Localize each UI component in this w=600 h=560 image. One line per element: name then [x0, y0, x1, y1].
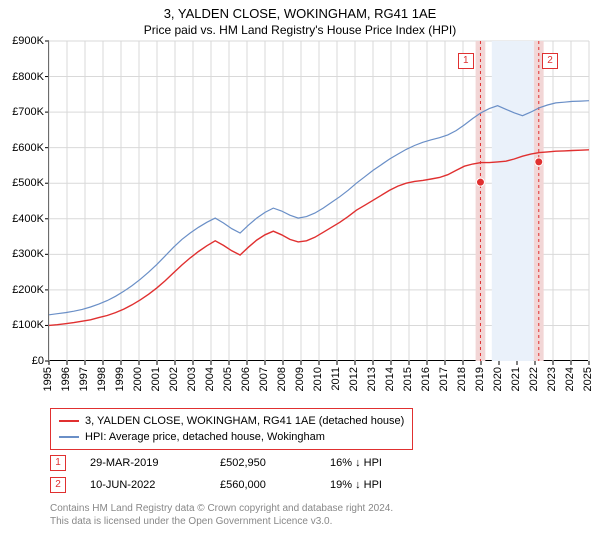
x-tick-label: 2011: [330, 367, 342, 391]
sale-pct: 19% ↓ HPI: [330, 479, 440, 491]
y-tick-label: £0: [32, 355, 44, 367]
table-row: 1 29-MAR-2019 £502,950 16% ↓ HPI: [50, 452, 440, 474]
sale-date: 10-JUN-2022: [90, 479, 220, 491]
sale-price: £560,000: [220, 479, 330, 491]
x-tick-label: 2010: [312, 367, 324, 391]
x-tick-label: 2012: [348, 367, 360, 391]
x-tick-label: 1999: [114, 367, 126, 391]
x-tick-label: 2004: [204, 367, 216, 391]
x-tick-label: 2025: [582, 367, 594, 391]
sale-marker: 1: [50, 455, 66, 471]
y-tick-label: £500K: [12, 177, 44, 189]
x-tick-label: 2013: [366, 367, 378, 391]
x-tick-label: 2015: [402, 367, 414, 391]
x-tick-label: 2019: [474, 367, 486, 391]
x-tick-label: 2022: [528, 367, 540, 391]
x-tick-label: 2003: [186, 367, 198, 391]
legend: 3, YALDEN CLOSE, WOKINGHAM, RG41 1AE (de…: [50, 408, 413, 450]
sale-pct: 16% ↓ HPI: [330, 457, 440, 469]
y-tick-label: £700K: [12, 106, 44, 118]
sale-marker: 2: [50, 477, 66, 493]
sale-date: 29-MAR-2019: [90, 457, 220, 469]
attribution-line: This data is licensed under the Open Gov…: [50, 515, 393, 528]
x-tick-label: 2023: [546, 367, 558, 391]
x-tick-label: 1997: [78, 367, 90, 391]
x-tick-label: 2021: [510, 367, 522, 391]
x-tick-label: 2018: [456, 367, 468, 391]
x-tick-label: 2016: [420, 367, 432, 391]
attribution: Contains HM Land Registry data © Crown c…: [50, 502, 393, 528]
chart-subtitle: Price paid vs. HM Land Registry's House …: [0, 21, 600, 41]
sales-table: 1 29-MAR-2019 £502,950 16% ↓ HPI 2 10-JU…: [50, 452, 440, 496]
x-tick-label: 1996: [60, 367, 72, 391]
chart-title: 3, YALDEN CLOSE, WOKINGHAM, RG41 1AE: [0, 0, 600, 21]
y-axis-labels: £0£100K£200K£300K£400K£500K£600K£700K£80…: [0, 41, 48, 361]
legend-item: HPI: Average price, detached house, Woki…: [59, 429, 404, 445]
x-tick-label: 2000: [132, 367, 144, 391]
legend-swatch: [59, 436, 79, 438]
y-tick-label: £300K: [12, 248, 44, 260]
chart-marker-label: 2: [542, 53, 558, 69]
x-tick-label: 2007: [258, 367, 270, 391]
table-row: 2 10-JUN-2022 £560,000 19% ↓ HPI: [50, 474, 440, 496]
x-tick-label: 2008: [276, 367, 288, 391]
y-tick-label: £400K: [12, 213, 44, 225]
legend-label: 3, YALDEN CLOSE, WOKINGHAM, RG41 1AE (de…: [85, 413, 404, 429]
x-tick-label: 2006: [240, 367, 252, 391]
x-tick-label: 2009: [294, 367, 306, 391]
x-tick-label: 2001: [150, 367, 162, 391]
x-tick-label: 2020: [492, 367, 504, 391]
x-tick-label: 2017: [438, 367, 450, 391]
x-tick-label: 1995: [42, 367, 54, 391]
chart-marker-label: 1: [458, 53, 474, 69]
y-tick-label: £600K: [12, 142, 44, 154]
legend-label: HPI: Average price, detached house, Woki…: [85, 429, 325, 445]
y-tick-label: £200K: [12, 284, 44, 296]
legend-item: 3, YALDEN CLOSE, WOKINGHAM, RG41 1AE (de…: [59, 413, 404, 429]
y-tick-label: £900K: [12, 35, 44, 47]
x-tick-label: 2014: [384, 367, 396, 391]
attribution-line: Contains HM Land Registry data © Crown c…: [50, 502, 393, 515]
sale-price: £502,950: [220, 457, 330, 469]
y-tick-label: £800K: [12, 71, 44, 83]
x-tick-label: 1998: [96, 367, 108, 391]
legend-swatch: [59, 420, 79, 422]
x-tick-label: 2005: [222, 367, 234, 391]
x-tick-label: 2024: [564, 367, 576, 391]
x-axis-labels: 1995199619971998199920002001200220032004…: [48, 361, 588, 401]
chart-container: 3, YALDEN CLOSE, WOKINGHAM, RG41 1AE Pri…: [0, 0, 600, 560]
plot-svg: [49, 41, 589, 361]
chart-area: £0 £100K £200K £300K £400K £500K £600K £700K £80…: [0, 41, 600, 401]
x-tick-label: 2002: [168, 367, 180, 391]
y-tick-label: £100K: [12, 319, 44, 331]
plot-area: 12: [48, 41, 588, 361]
